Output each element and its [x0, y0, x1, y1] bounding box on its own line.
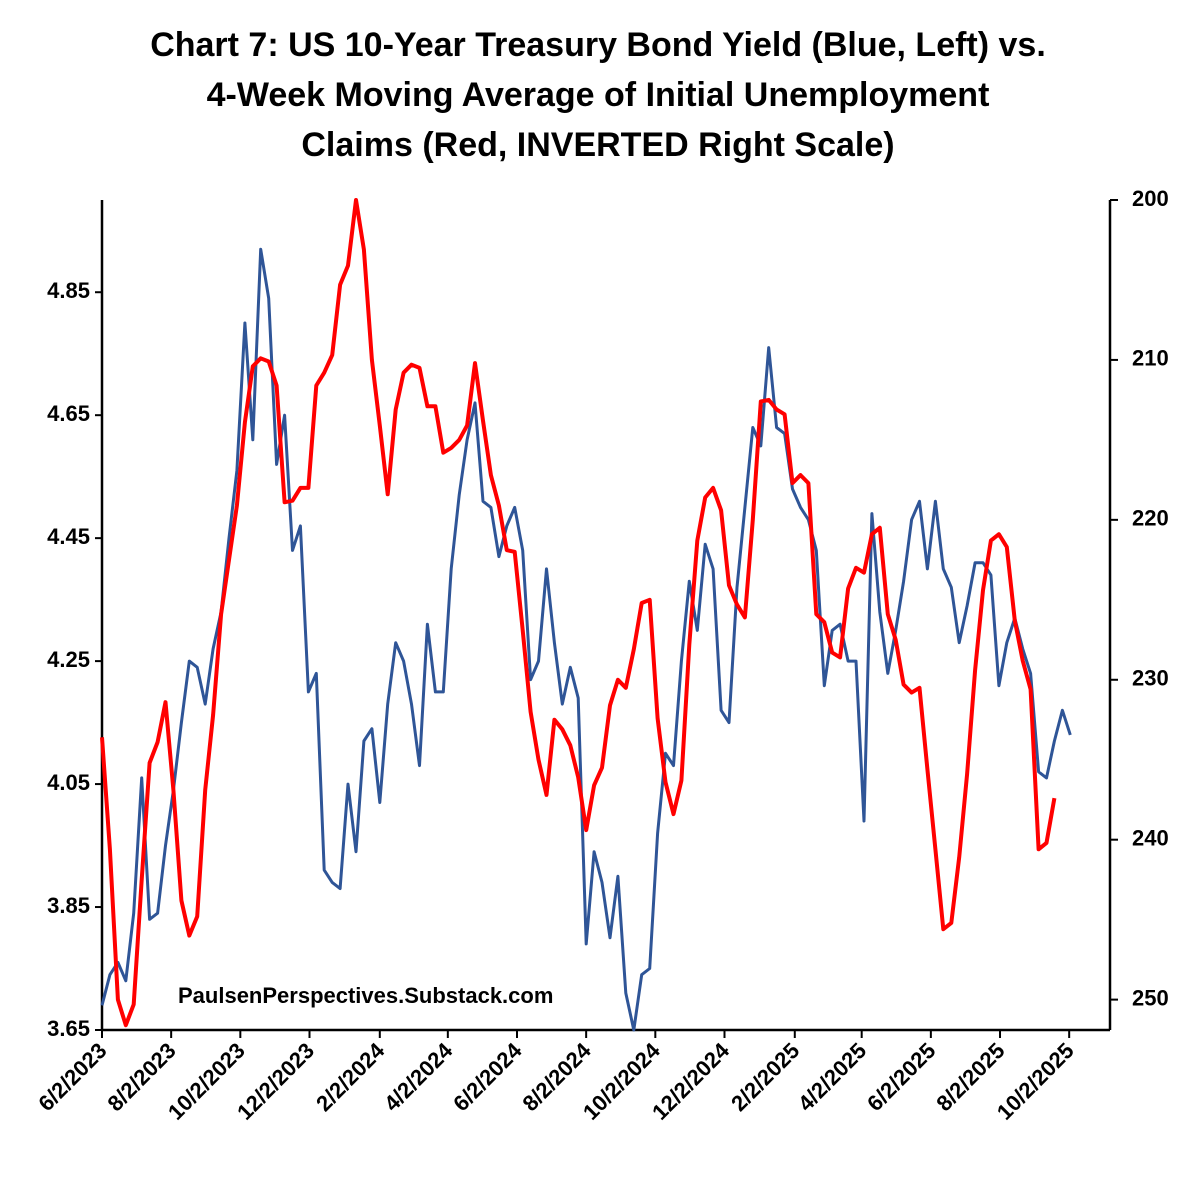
x-tick-label: 4/2/2025	[793, 1038, 871, 1116]
x-tick-label: 4/2/2024	[379, 1037, 458, 1116]
y-tick-label: 3.85	[47, 893, 90, 918]
y2-tick-label: 220	[1132, 506, 1169, 531]
y2-tick-label: 250	[1132, 985, 1169, 1010]
series-line	[100, 247, 1072, 1032]
y2-tick-label: 210	[1132, 346, 1169, 371]
x-tick-label: 2/2/2024	[311, 1037, 390, 1116]
x-tick-label: 6/2/2025	[862, 1038, 940, 1116]
y-tick-label: 4.45	[47, 524, 90, 549]
y2-tick-label: 240	[1132, 826, 1169, 851]
y-tick-label: 4.85	[47, 278, 90, 303]
chart-title: 4-Week Moving Average of Initial Unemplo…	[207, 76, 990, 114]
y2-tick-label: 230	[1132, 666, 1169, 691]
y-tick-label: 4.05	[47, 770, 90, 795]
chart-title: Chart 7: US 10-Year Treasury Bond Yield …	[150, 26, 1046, 64]
x-tick-label: 6/2/2023	[33, 1038, 111, 1116]
annotation: PaulsenPerspectives.Substack.com	[178, 983, 553, 1008]
y-tick-label: 3.65	[47, 1016, 90, 1041]
x-tick-label: 12/2/2024	[647, 1037, 734, 1124]
series-line	[100, 198, 1057, 1028]
x-tick-label: 2/2/2025	[726, 1038, 804, 1116]
chart-title: Claims (Red, INVERTED Right Scale)	[301, 126, 894, 164]
x-tick-label: 6/2/2024	[448, 1037, 527, 1116]
y-tick-label: 4.25	[47, 647, 90, 672]
y2-tick-label: 200	[1132, 186, 1169, 211]
y-tick-label: 4.65	[47, 401, 90, 426]
